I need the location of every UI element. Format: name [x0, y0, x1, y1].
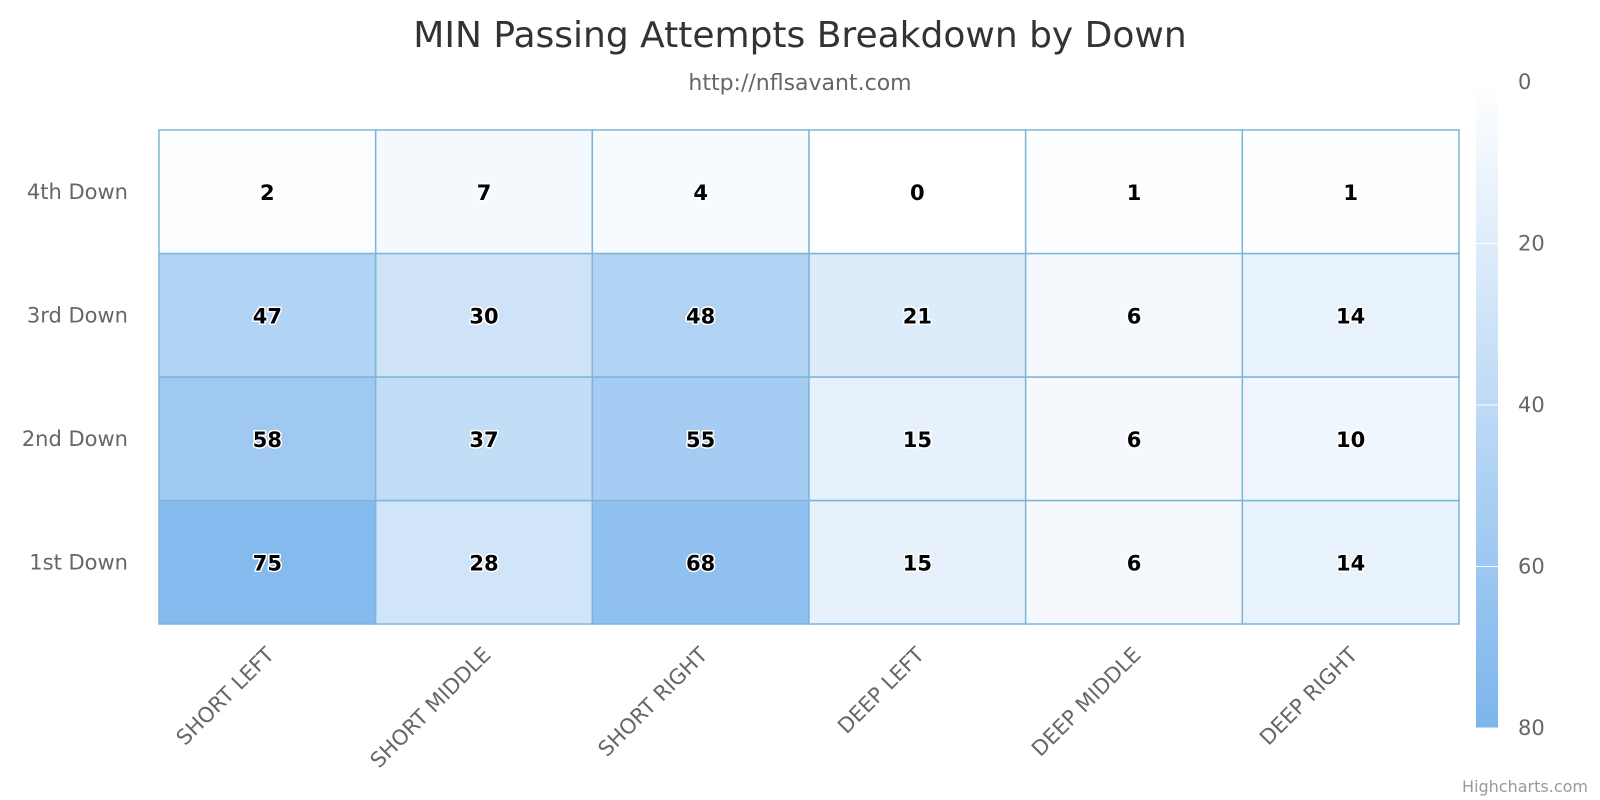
- heatmap-cell-label: 55: [686, 428, 715, 452]
- heatmap-cell[interactable]: 1: [1241, 129, 1460, 255]
- heatmap-cell-label: 48: [686, 304, 715, 328]
- heatmap-cell-label: 6: [1127, 428, 1142, 452]
- heatmap-cell[interactable]: 6: [1024, 376, 1244, 502]
- heatmap-cell-rect[interactable]: [1241, 499, 1460, 625]
- heatmap-cell-rect[interactable]: [808, 499, 1027, 625]
- heatmap-cell-label: 6: [1127, 304, 1142, 328]
- heatmap-cell-rect[interactable]: [1241, 252, 1460, 378]
- heatmap-cell-rect[interactable]: [158, 376, 377, 502]
- heatmap-cell-label: 47: [253, 304, 282, 328]
- heatmap-cell-label: 75: [253, 551, 282, 575]
- heatmap-cell-label: 21: [903, 304, 932, 328]
- heatmap-cell-rect[interactable]: [808, 376, 1027, 502]
- color-axis-legend: 0 20 40 60 80: [1476, 70, 1545, 740]
- heatmap-cell-label: 0: [910, 181, 925, 205]
- heatmap-cell[interactable]: 30: [374, 252, 594, 378]
- heatmap-cell-label: 1: [1127, 181, 1142, 205]
- heatmap-cell[interactable]: 48: [591, 252, 810, 378]
- x-axis-label: DEEP MIDDLE: [1027, 643, 1146, 762]
- y-axis-label: 4th Down: [27, 180, 128, 204]
- y-axis-label: 2nd Down: [22, 427, 128, 451]
- color-axis-tick-label: 60: [1518, 555, 1545, 579]
- heatmap-cell[interactable]: 47: [158, 252, 377, 378]
- heatmap-cell-rect[interactable]: [374, 376, 594, 502]
- heatmap-cell[interactable]: 55: [591, 376, 810, 502]
- heatmap-cell-rect[interactable]: [591, 252, 810, 378]
- heatmap-cell-label: 1: [1343, 181, 1358, 205]
- heatmap-cell[interactable]: 21: [808, 252, 1027, 378]
- heatmap-cells: 75 28 68 15 6 14 58 37 55 15 6 10 47 30 48 21 6 14 2 7 4 0 1 1: [158, 129, 1460, 625]
- heatmap-cell-rect[interactable]: [808, 129, 1027, 255]
- heatmap-cell-rect[interactable]: [808, 252, 1027, 378]
- x-axis-label: SHORT LEFT: [172, 642, 279, 749]
- x-axis-label: SHORT MIDDLE: [366, 643, 496, 773]
- heatmap-cell[interactable]: 68: [591, 499, 810, 625]
- heatmap-cell-label: 68: [686, 551, 715, 575]
- heatmap-cell-rect[interactable]: [591, 129, 810, 255]
- color-axis-tick-label: 0: [1518, 70, 1531, 94]
- heatmap-cell-rect[interactable]: [1024, 499, 1244, 625]
- color-axis-tick-label: 20: [1518, 232, 1545, 256]
- heatmap-cell[interactable]: 37: [374, 376, 594, 502]
- heatmap-cell[interactable]: 2: [158, 129, 377, 255]
- heatmap-cell-rect[interactable]: [1241, 376, 1460, 502]
- color-axis-tick-label: 40: [1518, 393, 1545, 417]
- heatmap-cell[interactable]: 6: [1024, 499, 1244, 625]
- heatmap-cell-label: 4: [693, 181, 708, 205]
- heatmap-cell-label: 30: [469, 304, 498, 328]
- heatmap-cell-label: 15: [903, 551, 932, 575]
- x-axis-label: DEEP RIGHT: [1255, 642, 1362, 749]
- chart-title: MIN Passing Attempts Breakdown by Down: [413, 15, 1186, 56]
- heatmap-cell-rect[interactable]: [1024, 129, 1244, 255]
- heatmap-cell[interactable]: 7: [374, 129, 594, 255]
- heatmap-cell-rect[interactable]: [374, 129, 594, 255]
- heatmap-cell-rect[interactable]: [1024, 252, 1244, 378]
- heatmap-cell-label: 7: [477, 181, 492, 205]
- color-axis-tick-label: 80: [1518, 716, 1545, 740]
- heatmap-cell[interactable]: 14: [1241, 252, 1460, 378]
- heatmap-cell-label: 6: [1127, 551, 1142, 575]
- heatmap-cell-label: 58: [253, 428, 282, 452]
- heatmap-cell[interactable]: 4: [591, 129, 810, 255]
- x-axis-label: SHORT RIGHT: [593, 642, 712, 761]
- x-axis-labels: SHORT LEFT SHORT MIDDLE SHORT RIGHT DEEP LE…: [172, 642, 1363, 772]
- x-axis-label: DEEP LEFT: [833, 642, 929, 738]
- credits-text[interactable]: Highcharts.com: [1462, 777, 1588, 796]
- heatmap-cell-rect[interactable]: [1241, 129, 1460, 255]
- heatmap-cell-label: 15: [903, 428, 932, 452]
- heatmap-cell[interactable]: 15: [808, 499, 1027, 625]
- heatmap-cell-rect[interactable]: [374, 499, 594, 625]
- heatmap-cell[interactable]: 10: [1241, 376, 1460, 502]
- heatmap-cell[interactable]: 6: [1024, 252, 1244, 378]
- heatmap-cell-label: 14: [1336, 304, 1365, 328]
- heatmap-cell-rect[interactable]: [158, 252, 377, 378]
- y-axis-labels: 1st Down 2nd Down 3rd Down 4th Down: [22, 180, 128, 575]
- heatmap-cell[interactable]: 1: [1024, 129, 1244, 255]
- heatmap-cell-rect[interactable]: [158, 499, 377, 625]
- heatmap-cell-label: 10: [1336, 428, 1365, 452]
- heatmap-cell-rect[interactable]: [158, 129, 377, 255]
- heatmap-cell-label: 28: [469, 551, 498, 575]
- heatmap-cell-label: 14: [1336, 551, 1365, 575]
- heatmap-cell-label: 37: [469, 428, 498, 452]
- chart-subtitle: http://nflsavant.com: [688, 71, 911, 96]
- heatmap-cell[interactable]: 58: [158, 376, 377, 502]
- y-axis-label: 1st Down: [29, 550, 128, 574]
- heatmap-cell[interactable]: 0: [808, 129, 1027, 255]
- heatmap-cell[interactable]: 15: [808, 376, 1027, 502]
- y-axis-label: 3rd Down: [27, 303, 128, 327]
- heatmap-cell[interactable]: 75: [158, 499, 377, 625]
- heatmap-cell[interactable]: 28: [374, 499, 594, 625]
- heatmap-cell[interactable]: 14: [1241, 499, 1460, 625]
- heatmap-cell-label: 2: [260, 181, 275, 205]
- heatmap-cell-rect[interactable]: [591, 376, 810, 502]
